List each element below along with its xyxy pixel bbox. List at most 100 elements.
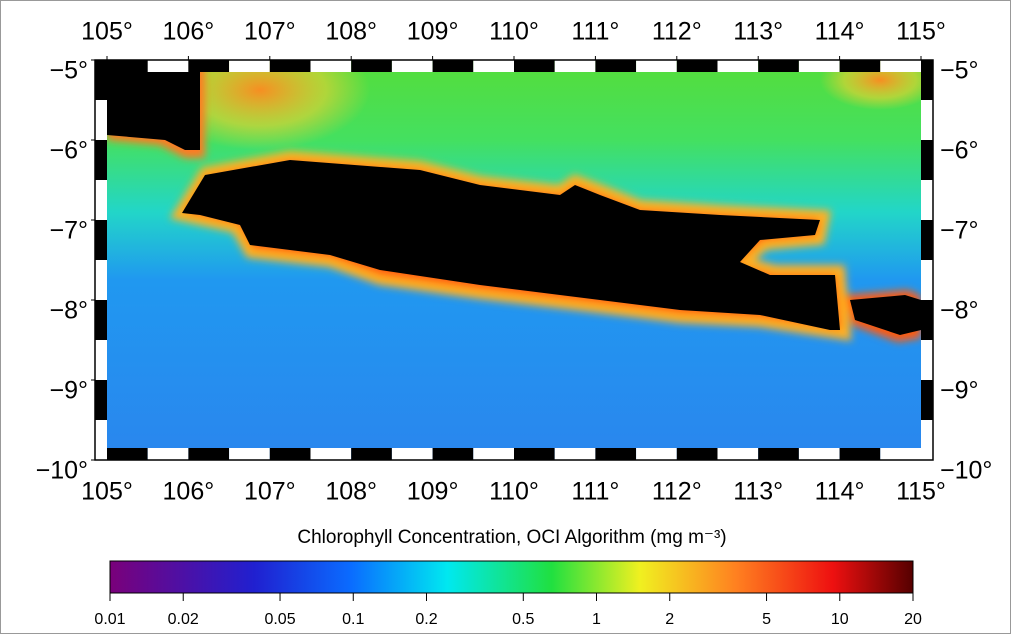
- colorbar-tick-label: 1: [592, 611, 601, 628]
- lon-tick-label: 109°: [407, 18, 459, 46]
- frame-segment: [95, 300, 107, 340]
- bali-land: [850, 295, 921, 335]
- frame-segment: [432, 448, 474, 460]
- lon-tick-label: 105°: [81, 18, 133, 46]
- frame-segment: [95, 60, 107, 100]
- plume: [820, 60, 921, 110]
- lon-tick-label: 106°: [163, 18, 215, 46]
- lon-tick-label: 106°: [163, 478, 215, 506]
- frame-segment: [147, 448, 189, 460]
- lon-tick-label: 111°: [571, 18, 619, 46]
- frame-segment: [310, 448, 352, 460]
- frame-segment: [95, 380, 107, 420]
- frame-segment: [921, 260, 933, 300]
- frame-segment: [391, 448, 433, 460]
- lon-tick-label: 112°: [652, 478, 702, 506]
- colorbar-ticks: 0.01 0.02 0.05 0.1 0.2 0.5 1 2 5 10 20: [94, 593, 922, 628]
- chlorophyll-map: [107, 60, 921, 460]
- frame-segment: [921, 340, 933, 380]
- frame-segment: [95, 100, 107, 140]
- lat-tick-label: −5°: [49, 57, 88, 85]
- frame-segment: [188, 448, 230, 460]
- lat-tick-label: −7°: [49, 217, 88, 245]
- lon-tick-label: 111°: [571, 478, 619, 506]
- colorbar-tick-label: 2: [665, 611, 674, 628]
- frame-segment: [839, 60, 881, 72]
- frame-segment: [95, 140, 107, 180]
- lon-tick-label: 110°: [489, 18, 539, 46]
- lon-tick-label: 115°: [896, 478, 946, 506]
- plume: [150, 60, 370, 150]
- frame-segment: [880, 60, 921, 72]
- frame-segment: [921, 60, 933, 100]
- lon-tick-label: 108°: [325, 478, 377, 506]
- frame-segment: [921, 420, 933, 460]
- frame-segment: [717, 60, 759, 72]
- lat-tick-label: −6°: [940, 137, 979, 165]
- frame-segment: [921, 220, 933, 260]
- lat-tick-label: −8°: [49, 297, 88, 325]
- frame-segment: [554, 60, 596, 72]
- colorbar-tick-label: 0.05: [264, 611, 295, 628]
- map-labels: 105° 105° 106° 106° 107° 107° 108° 108° 109° 109°…: [36, 18, 993, 506]
- lon-tick-label: 114°: [815, 18, 865, 46]
- colorbar-tick-label: 0.2: [415, 611, 437, 628]
- frame-segment: [636, 448, 677, 460]
- colorbar-tick-label: 0.5: [512, 611, 534, 628]
- frame-segment: [595, 448, 637, 460]
- frame-segment: [514, 448, 555, 460]
- lon-tick-label: 110°: [489, 478, 539, 506]
- lon-tick-label: 108°: [325, 18, 377, 46]
- frame-segment: [391, 60, 433, 72]
- colorbar-tick-label: 10: [831, 611, 849, 628]
- frame-segment: [269, 60, 311, 72]
- frame-segment: [798, 448, 840, 460]
- lon-tick-label: 107°: [244, 478, 296, 506]
- lon-tick-label: 107°: [244, 18, 296, 46]
- colorbar-tick-label: 0.01: [94, 611, 125, 628]
- lon-tick-label: 114°: [815, 478, 865, 506]
- frame-segment: [188, 60, 230, 72]
- lat-tick-label: −6°: [49, 137, 88, 165]
- frame-segment: [921, 100, 933, 140]
- frame-segment: [473, 60, 514, 72]
- frame-segment: [921, 180, 933, 220]
- frame-segment: [636, 60, 677, 72]
- lon-tick-label: 113°: [733, 478, 783, 506]
- frame-segment: [95, 260, 107, 300]
- frame-segment: [676, 60, 718, 72]
- frame-segment: [229, 448, 270, 460]
- frame-segment: [310, 60, 352, 72]
- lat-tick-label: −7°: [940, 217, 979, 245]
- frame-segment: [107, 448, 148, 460]
- frame-segment: [798, 60, 840, 72]
- frame-segment: [921, 300, 933, 340]
- frame-segment: [473, 448, 514, 460]
- frame-segment: [676, 448, 718, 460]
- lon-tick-label: 112°: [652, 18, 702, 46]
- frame-segment: [351, 60, 392, 72]
- frame-segment: [758, 448, 799, 460]
- colorbar-tick-label: 20: [904, 611, 922, 628]
- lat-tick-label: −5°: [940, 57, 979, 85]
- colorbar-tick-label: 5: [762, 611, 771, 628]
- frame-segment: [880, 448, 921, 460]
- lat-tick-label: −10°: [940, 457, 992, 485]
- frame-segment: [95, 220, 107, 260]
- lon-tick-label: 113°: [733, 18, 783, 46]
- frame-segment: [107, 60, 148, 72]
- frame-segment: [717, 448, 759, 460]
- frame-segment: [921, 380, 933, 420]
- lon-tick-label: 105°: [81, 478, 133, 506]
- lon-tick-label: 109°: [407, 478, 459, 506]
- sumatra-land: [107, 60, 200, 150]
- frame-segment: [229, 60, 270, 72]
- colorbar-tick-label: 0.1: [342, 611, 364, 628]
- frame-segment: [269, 448, 311, 460]
- frame-segment: [595, 60, 637, 72]
- frame-segment: [514, 60, 555, 72]
- lat-tick-label: −10°: [36, 457, 88, 485]
- frame-segment: [95, 340, 107, 380]
- frame-segment: [839, 448, 881, 460]
